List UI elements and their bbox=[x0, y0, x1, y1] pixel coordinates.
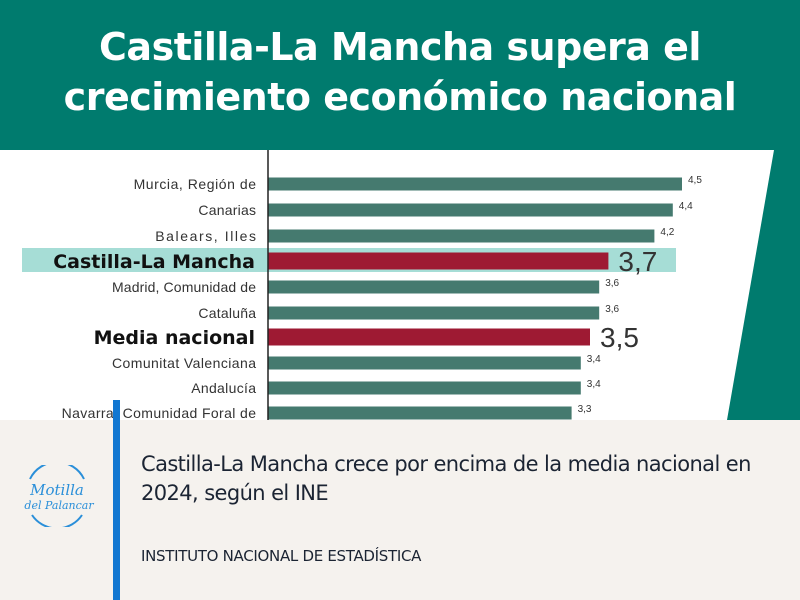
bar-chart: Murcia, Región de 4,5 Canarias 4,4 Balears, … bbox=[22, 150, 702, 420]
bar bbox=[268, 252, 609, 270]
title-line-1: Castilla-La Mancha supera el bbox=[99, 25, 701, 69]
value-label: 3,7 bbox=[618, 246, 657, 277]
bar bbox=[268, 280, 600, 294]
page-title: Castilla-La Mancha supera el crecimiento… bbox=[0, 0, 800, 122]
bar bbox=[268, 356, 581, 370]
category-label: Balears, Illes bbox=[155, 228, 256, 244]
title-line-2: crecimiento económico nacional bbox=[63, 75, 737, 119]
category-label: Media nacional bbox=[94, 327, 255, 349]
bar bbox=[268, 328, 590, 346]
headline: Castilla-La Mancha crece por encima de l… bbox=[141, 452, 751, 505]
svg-text:del Palancar: del Palancar bbox=[24, 499, 94, 512]
value-label: 3,4 bbox=[587, 379, 601, 390]
category-label: Madrid, Comunidad de bbox=[112, 279, 256, 295]
bar bbox=[268, 203, 673, 217]
category-label: Canarias bbox=[198, 202, 256, 218]
bar bbox=[268, 381, 581, 395]
category-label: Andalucía bbox=[191, 380, 256, 396]
category-label: Castilla-La Mancha bbox=[53, 251, 255, 273]
value-label: 3,6 bbox=[605, 278, 619, 289]
value-label: 4,5 bbox=[688, 175, 702, 186]
value-label: 4,2 bbox=[660, 227, 674, 238]
bar bbox=[268, 406, 572, 420]
motilla-logo: Motilla del Palancar bbox=[24, 465, 94, 527]
footer-panel bbox=[0, 420, 800, 600]
value-label: 3,3 bbox=[578, 404, 592, 415]
source-label: INSTITUTO NACIONAL DE ESTADÍSTICA bbox=[141, 547, 422, 565]
category-label: Cataluña bbox=[198, 305, 256, 321]
bar bbox=[268, 229, 655, 243]
bar bbox=[268, 306, 600, 320]
category-label: Murcia, Región de bbox=[134, 176, 257, 192]
svg-text:Motilla: Motilla bbox=[29, 481, 84, 499]
value-label: 3,5 bbox=[600, 322, 639, 353]
value-label: 3,6 bbox=[605, 304, 619, 315]
value-label: 3,4 bbox=[587, 354, 601, 365]
value-label: 4,4 bbox=[679, 201, 693, 212]
bar bbox=[268, 177, 682, 191]
category-label: Navarra, Comunidad Foral de bbox=[62, 405, 257, 420]
accent-divider bbox=[113, 400, 120, 600]
header-banner: Castilla-La Mancha supera el crecimiento… bbox=[0, 0, 800, 150]
category-label: Comunitat Valenciana bbox=[112, 355, 256, 371]
